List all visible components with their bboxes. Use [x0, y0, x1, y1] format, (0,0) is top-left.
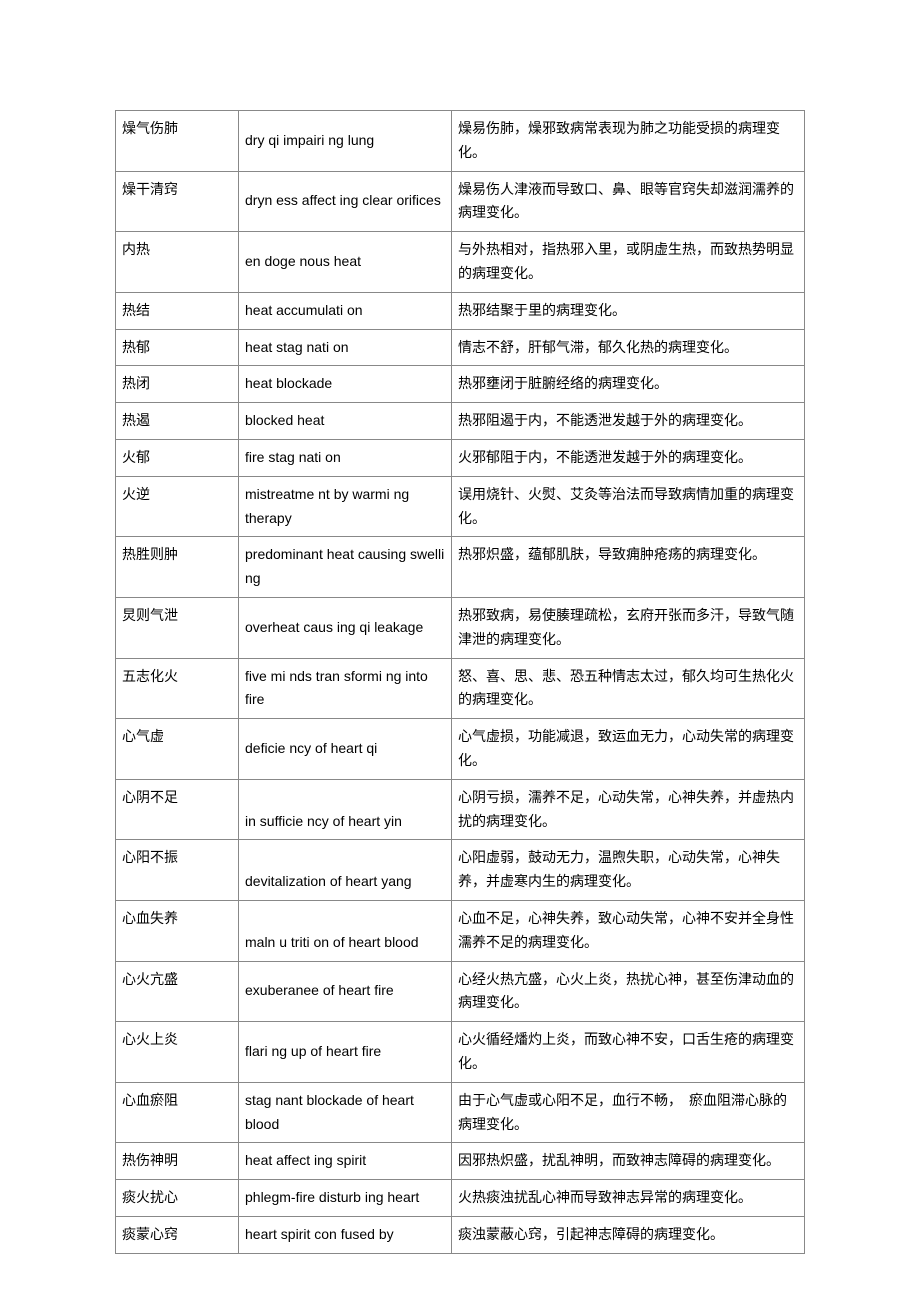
term-description: 由于心气虚或心阳不足，血行不畅， 瘀血阻滞心脉的病理变化。 [452, 1082, 805, 1143]
term-en: en doge nous heat [239, 232, 452, 293]
table-row: 痰火扰心phlegm-fire disturb ing heart火热痰浊扰乱心… [116, 1180, 805, 1217]
term-description: 心气虚损，功能减退，致运血无力，心动失常的病理变化。 [452, 719, 805, 780]
table-row: 燥气伤肺dry qi impairi ng lung燥易伤肺，燥邪致病常表现为肺… [116, 111, 805, 172]
table-row: 火逆mistreatme nt by warmi ng therapy误用烧针、… [116, 476, 805, 537]
term-zh: 心火上炎 [116, 1022, 239, 1083]
table-row: 燥干清窍dryn ess affect ing clear orifices燥易… [116, 171, 805, 232]
term-en: stag nant blockade of heart blood [239, 1082, 452, 1143]
table-row: 心气虚deficie ncy of heart qi心气虚损，功能减退，致运血无… [116, 719, 805, 780]
term-en: flari ng up of heart fire [239, 1022, 452, 1083]
term-description: 热邪壅闭于脏腑经络的病理变化。 [452, 366, 805, 403]
table-row: 内热en doge nous heat与外热相对，指热邪入里，或阴虚生热，而致热… [116, 232, 805, 293]
table-row: 热闭heat blockade热邪壅闭于脏腑经络的病理变化。 [116, 366, 805, 403]
term-zh: 火郁 [116, 439, 239, 476]
term-en: heat accumulati on [239, 292, 452, 329]
term-en: fire stag nati on [239, 439, 452, 476]
term-zh: 心火亢盛 [116, 961, 239, 1022]
page-container: 燥气伤肺dry qi impairi ng lung燥易伤肺，燥邪致病常表现为肺… [0, 0, 920, 1314]
term-description: 误用烧针、火熨、艾灸等治法而导致病情加重的病理变化。 [452, 476, 805, 537]
term-zh: 心血瘀阻 [116, 1082, 239, 1143]
term-zh: 痰火扰心 [116, 1180, 239, 1217]
table-row: 心阳不振devitalization of heart yang心阳虚弱，鼓动无… [116, 840, 805, 901]
term-description: 火热痰浊扰乱心神而导致神志异常的病理变化。 [452, 1180, 805, 1217]
term-description: 怒、喜、思、悲、恐五种情志太过，郁久均可生热化火的病理变化。 [452, 658, 805, 719]
term-en: exuberanee of heart fire [239, 961, 452, 1022]
term-description: 燥易伤肺，燥邪致病常表现为肺之功能受损的病理变化。 [452, 111, 805, 172]
term-description: 火邪郁阻于内，不能透泄发越于外的病理变化。 [452, 439, 805, 476]
term-en: heat blockade [239, 366, 452, 403]
term-en: predominant heat causing swelli ng [239, 537, 452, 598]
table-row: 痰蒙心窍heart spirit con fused by痰浊蒙蔽心窍，引起神志… [116, 1216, 805, 1253]
term-zh: 内热 [116, 232, 239, 293]
term-en: overheat caus ing qi leakage [239, 597, 452, 658]
term-description: 因邪热炽盛，扰乱神明，而致神志障碍的病理变化。 [452, 1143, 805, 1180]
term-zh: 五志化火 [116, 658, 239, 719]
term-zh: 热郁 [116, 329, 239, 366]
term-description: 与外热相对，指热邪入里，或阴虚生热，而致热势明显的病理变化。 [452, 232, 805, 293]
term-en: dry qi impairi ng lung [239, 111, 452, 172]
table-row: 心火上炎flari ng up of heart fire心火循经燔灼上炎，而致… [116, 1022, 805, 1083]
term-en: maln u triti on of heart blood [239, 900, 452, 961]
term-zh: 热结 [116, 292, 239, 329]
term-zh: 心气虚 [116, 719, 239, 780]
term-description: 燥易伤人津液而导致口、鼻、眼等官窍失却滋润濡养的病理变化。 [452, 171, 805, 232]
table-row: 热胜则肿predominant heat causing swelli ng热邪… [116, 537, 805, 598]
term-en: blocked heat [239, 403, 452, 440]
term-description: 心阳虚弱，鼓动无力，温煦失职，心动失常，心神失养，并虚寒内生的病理变化。 [452, 840, 805, 901]
term-description: 痰浊蒙蔽心窍，引起神志障碍的病理变化。 [452, 1216, 805, 1253]
table-row: 心火亢盛exuberanee of heart fire心经火热亢盛，心火上炎，… [116, 961, 805, 1022]
term-zh: 热伤神明 [116, 1143, 239, 1180]
table-row: 五志化火five mi nds tran sformi ng into fire… [116, 658, 805, 719]
term-zh: 火逆 [116, 476, 239, 537]
term-zh: 燥干清窍 [116, 171, 239, 232]
table-body: 燥气伤肺dry qi impairi ng lung燥易伤肺，燥邪致病常表现为肺… [116, 111, 805, 1254]
term-description: 热邪致病，易使腠理疏松，玄府开张而多汗，导致气随津泄的病理变化。 [452, 597, 805, 658]
table-row: 火郁fire stag nati on火邪郁阻于内，不能透泄发越于外的病理变化。 [116, 439, 805, 476]
term-en: five mi nds tran sformi ng into fire [239, 658, 452, 719]
term-zh: 心血失养 [116, 900, 239, 961]
term-zh: 痰蒙心窍 [116, 1216, 239, 1253]
term-zh: 燥气伤肺 [116, 111, 239, 172]
term-description: 心经火热亢盛，心火上炎，热扰心神，甚至伤津动血的病理变化。 [452, 961, 805, 1022]
term-description: 热邪结聚于里的病理变化。 [452, 292, 805, 329]
term-en: heart spirit con fused by [239, 1216, 452, 1253]
term-en: deficie ncy of heart qi [239, 719, 452, 780]
term-zh: 热遏 [116, 403, 239, 440]
term-description: 心阴亏损，濡养不足，心动失常，心神失养，并虚热内扰的病理变化。 [452, 779, 805, 840]
table-row: 心血瘀阻stag nant blockade of heart blood由于心… [116, 1082, 805, 1143]
table-row: 心血失养maln u triti on of heart blood心血不足，心… [116, 900, 805, 961]
term-description: 热邪阻遏于内，不能透泄发越于外的病理变化。 [452, 403, 805, 440]
term-en: in sufficie ncy of heart yin [239, 779, 452, 840]
term-en: dryn ess affect ing clear orifices [239, 171, 452, 232]
table-row: 炅则气泄overheat caus ing qi leakage热邪致病，易使腠… [116, 597, 805, 658]
term-zh: 热胜则肿 [116, 537, 239, 598]
term-description: 情志不舒，肝郁气滞，郁久化热的病理变化。 [452, 329, 805, 366]
table-row: 热遏blocked heat热邪阻遏于内，不能透泄发越于外的病理变化。 [116, 403, 805, 440]
table-row: 热伤神明heat affect ing spirit因邪热炽盛，扰乱神明，而致神… [116, 1143, 805, 1180]
term-en: heat stag nati on [239, 329, 452, 366]
table-row: 心阴不足in sufficie ncy of heart yin心阴亏损，濡养不… [116, 779, 805, 840]
term-description: 心血不足，心神失养，致心动失常，心神不安并全身性濡养不足的病理变化。 [452, 900, 805, 961]
term-en: mistreatme nt by warmi ng therapy [239, 476, 452, 537]
term-en: heat affect ing spirit [239, 1143, 452, 1180]
term-description: 热邪炽盛，蕴郁肌肤，导致痈肿疮疡的病理变化。 [452, 537, 805, 598]
table-row: 热郁heat stag nati on情志不舒，肝郁气滞，郁久化热的病理变化。 [116, 329, 805, 366]
terminology-table: 燥气伤肺dry qi impairi ng lung燥易伤肺，燥邪致病常表现为肺… [115, 110, 805, 1254]
term-en: phlegm-fire disturb ing heart [239, 1180, 452, 1217]
term-zh: 心阴不足 [116, 779, 239, 840]
term-zh: 炅则气泄 [116, 597, 239, 658]
term-zh: 热闭 [116, 366, 239, 403]
term-en: devitalization of heart yang [239, 840, 452, 901]
term-description: 心火循经燔灼上炎，而致心神不安，口舌生疮的病理变化。 [452, 1022, 805, 1083]
table-row: 热结heat accumulati on热邪结聚于里的病理变化。 [116, 292, 805, 329]
term-zh: 心阳不振 [116, 840, 239, 901]
